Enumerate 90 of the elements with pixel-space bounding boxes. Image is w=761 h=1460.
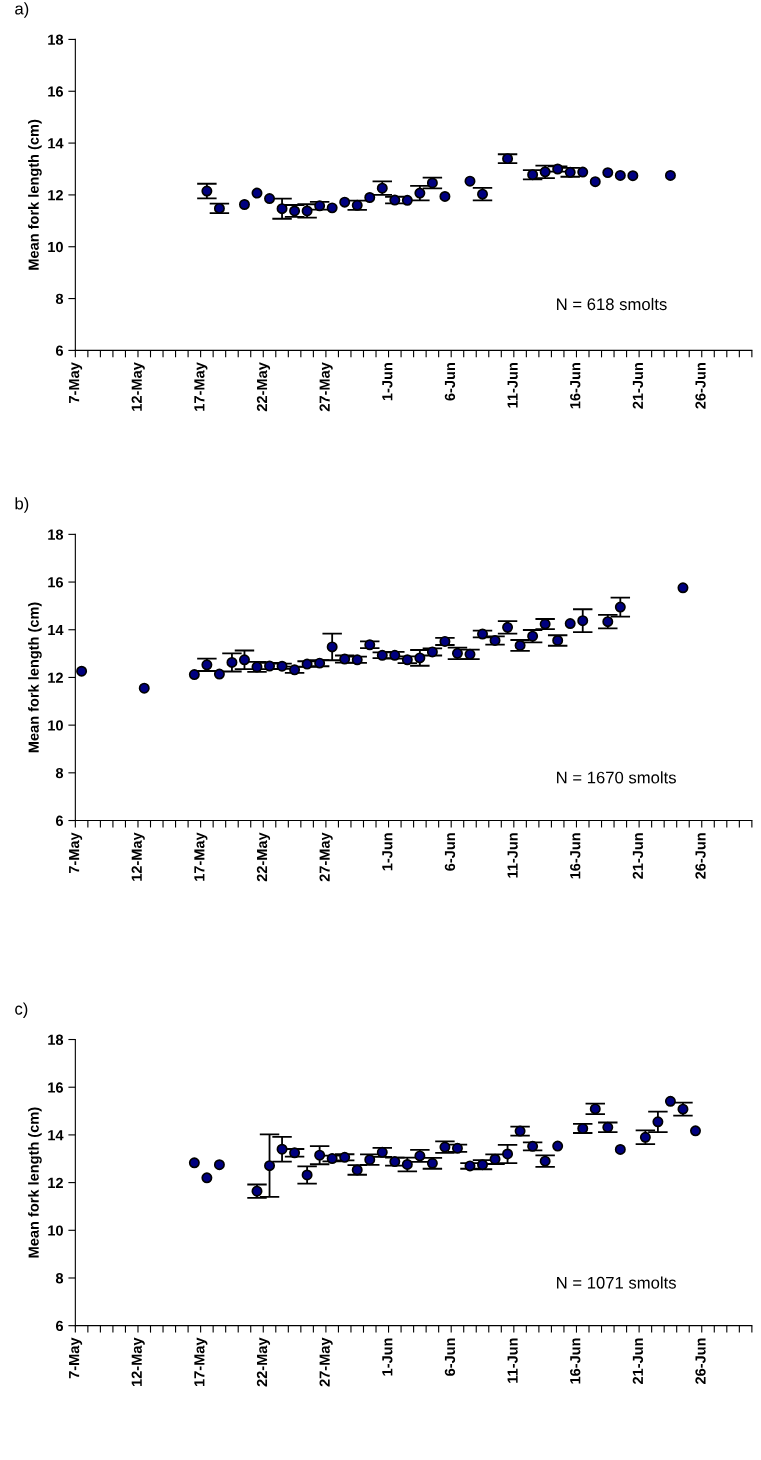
point: [226, 656, 238, 668]
y-tick-label: 18: [48, 529, 64, 540]
point: [426, 646, 438, 658]
x-tick-label: 17-May: [194, 832, 208, 881]
y-tick-label: 16: [48, 1082, 64, 1093]
x-tick-label: 17-May: [194, 362, 208, 411]
point: [238, 654, 250, 666]
y-tick-label: 10: [48, 720, 63, 731]
x-tick-label: 27-May: [319, 362, 333, 412]
point: [489, 634, 501, 646]
y-tick-label: 8: [55, 767, 64, 779]
y-tick-label: 12: [48, 1177, 63, 1188]
y-tick-label: 16: [48, 86, 64, 97]
x-tick-label: 21-Jun: [632, 1338, 644, 1384]
y-tick-label: 10: [48, 1225, 63, 1236]
point: [276, 660, 288, 672]
y-tick-label: 14: [48, 138, 64, 149]
x-tick-label: 6-Jun: [444, 1338, 456, 1376]
y-tick-label: 6: [55, 345, 64, 356]
point: [401, 654, 413, 666]
point: [477, 628, 489, 640]
x-tick-label: 7-May: [69, 362, 83, 403]
y-tick-label: 18: [48, 1034, 64, 1045]
x-tick-label: 11-Jun: [507, 363, 518, 408]
chart-title: b): [15, 497, 29, 513]
x-tick-label: 16-Jun: [570, 1338, 581, 1384]
y-tick-label: 14: [48, 625, 64, 636]
chart-title: a): [15, 2, 29, 18]
point: [577, 615, 589, 627]
y-axis-title: Mean fork length (cm): [28, 1107, 42, 1258]
chart-title: c): [15, 1002, 28, 1018]
x-tick-label: 27-May: [319, 1337, 333, 1387]
y-tick-label: 12: [48, 190, 63, 201]
point: [213, 668, 225, 680]
x-tick-label: 1-Jun: [382, 833, 393, 871]
x-tick-label: 26-Jun: [695, 1338, 706, 1384]
x-tick-label: 12-May: [131, 362, 145, 411]
annotation: N = 1071 smolts: [557, 1276, 676, 1289]
y-tick-label: 18: [48, 34, 64, 45]
x-tick-label: 1-Jun: [382, 363, 393, 401]
x-tick-label: 11-Jun: [507, 1338, 518, 1383]
y-tick-label: 8: [55, 293, 64, 304]
x-tick-label: 26-Jun: [695, 363, 706, 409]
x-tick-label: 1-Jun: [382, 1338, 393, 1376]
point: [564, 618, 576, 630]
x-tick-label: 22-May: [256, 362, 271, 412]
point: [301, 658, 313, 670]
point: [439, 635, 451, 647]
point: [376, 649, 388, 661]
y-tick-label: 10: [48, 241, 63, 253]
x-tick-label: 22-May: [256, 832, 271, 882]
point: [502, 621, 514, 633]
point: [326, 641, 338, 653]
x-tick-label: 17-May: [194, 1337, 208, 1387]
point: [339, 653, 351, 665]
x-tick-label: 26-Jun: [695, 833, 706, 879]
point: [251, 661, 263, 673]
point: [364, 639, 376, 651]
x-tick-label: 16-Jun: [570, 363, 581, 409]
x-tick-label: 27-May: [319, 832, 333, 882]
x-tick-label: 11-Jun: [507, 833, 518, 878]
x-tick-label: 22-May: [256, 1337, 271, 1387]
point: [314, 657, 326, 669]
point: [289, 664, 301, 676]
x-tick-label: 12-May: [131, 1337, 145, 1387]
y-tick-label: 8: [55, 1273, 64, 1284]
x-tick-label: 6-Jun: [444, 833, 456, 871]
y-tick-label: 16: [48, 577, 64, 588]
point: [264, 660, 276, 672]
point: [464, 648, 476, 660]
x-tick-label: 12-May: [131, 832, 145, 881]
x-tick-label: 7-May: [69, 832, 83, 874]
x-tick-label: 7-May: [69, 1337, 83, 1379]
x-tick-label: 21-Jun: [632, 363, 644, 409]
annotation: N = 618 smolts: [557, 297, 667, 311]
y-axis-title: Mean fork length (cm): [28, 119, 42, 270]
y-tick-label: 6: [55, 1320, 64, 1332]
point: [188, 669, 200, 681]
y-axis-title: Mean fork length (cm): [28, 602, 42, 753]
y-tick-label: 6: [55, 815, 64, 826]
y-tick-label: 12: [48, 672, 63, 683]
x-tick-label: 6-Jun: [444, 363, 456, 401]
point: [552, 634, 564, 646]
x-tick-label: 21-Jun: [632, 833, 644, 879]
y-tick-label: 14: [48, 1130, 64, 1141]
x-tick-label: 16-Jun: [570, 833, 581, 879]
annotation: N = 1670 smolts: [557, 771, 676, 784]
point: [351, 654, 363, 666]
point: [389, 649, 401, 661]
point: [201, 659, 213, 671]
